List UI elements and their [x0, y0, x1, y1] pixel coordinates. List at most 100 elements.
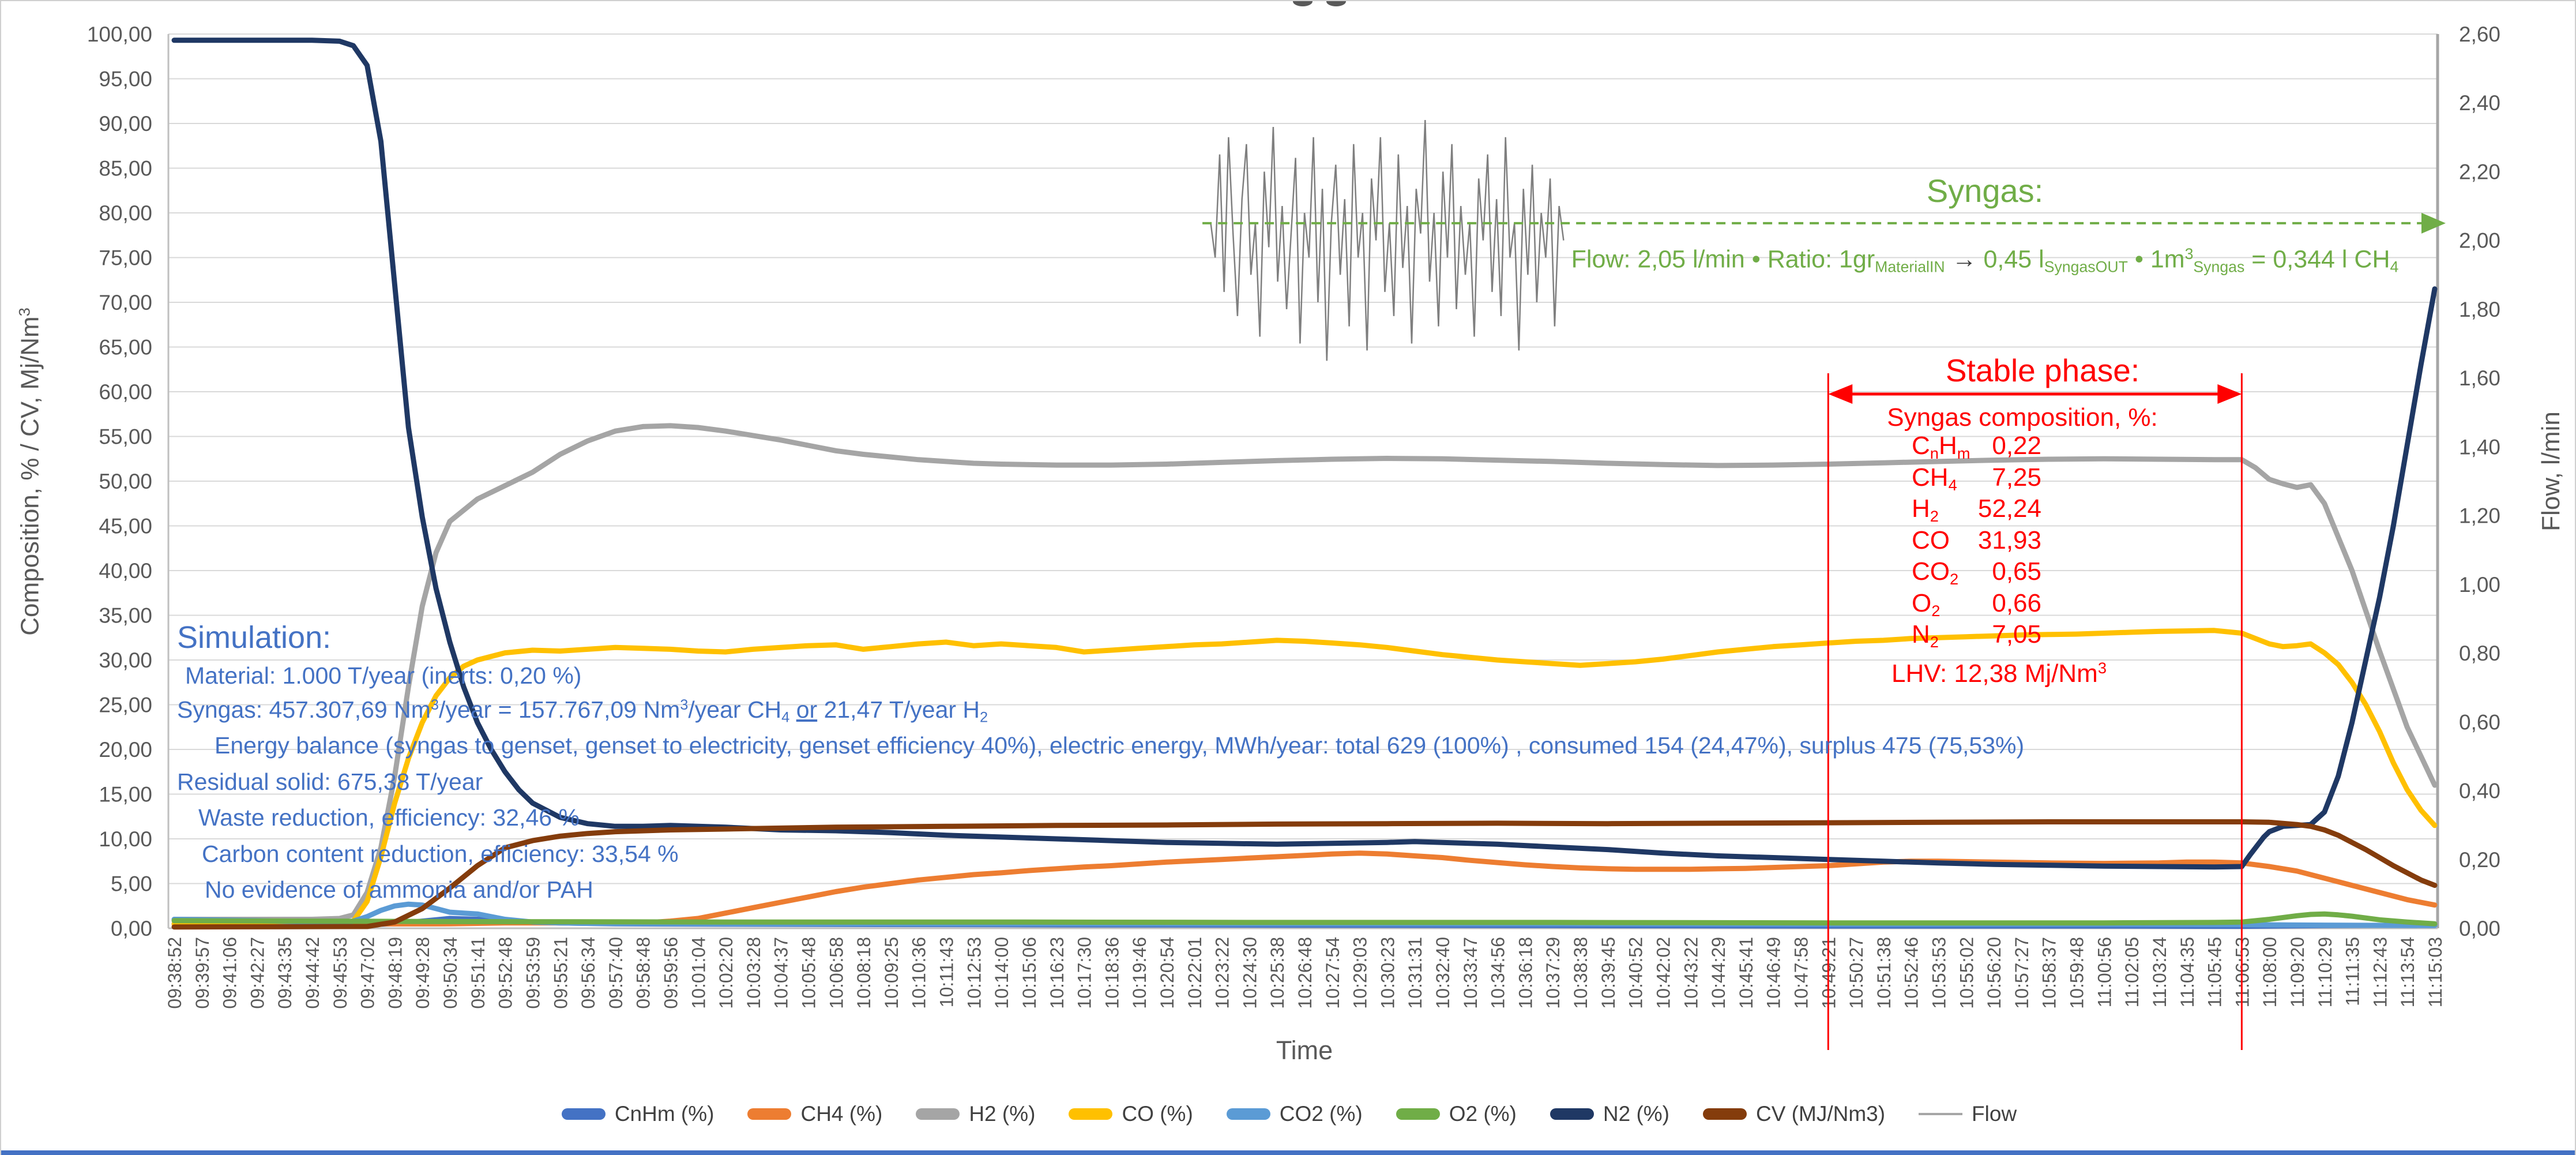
x-tick-label: 10:51:38: [1874, 937, 1894, 1009]
stable-phase-arrowhead-right: [2217, 384, 2242, 404]
x-tick-label: 10:12:53: [964, 937, 984, 1009]
x-tick-label: 10:27:54: [1322, 937, 1343, 1009]
composition-row-co: CO 31,93: [1912, 525, 2041, 557]
legend-item-ch4[interactable]: CH4 (%): [747, 1102, 882, 1126]
legend-label: N2 (%): [1603, 1102, 1669, 1126]
x-tick-label: 10:08:18: [853, 937, 874, 1009]
composition-label: O2: [1912, 588, 1941, 620]
x-tick-label: 11:00:56: [2094, 937, 2115, 1007]
x-tick-label: 11:02:05: [2122, 937, 2142, 1007]
x-tick-label: 09:39:57: [192, 937, 213, 1009]
legend-item-h2[interactable]: H2 (%): [916, 1102, 1035, 1126]
x-tick-label: 11:09:20: [2287, 937, 2308, 1007]
composition-row-co2: CO2 0,65: [1912, 556, 2041, 588]
y-left-tick-label: 5,00: [111, 872, 152, 896]
x-tick-label: 10:23:22: [1212, 937, 1233, 1009]
x-axis-title: Time: [1276, 1036, 1333, 1065]
x-tick-label: 10:30:23: [1377, 937, 1398, 1009]
legend-label: CnHm (%): [614, 1102, 714, 1126]
x-tick-label: 09:38:52: [164, 937, 185, 1009]
x-tick-label: 10:14:00: [991, 937, 1012, 1009]
legend-item-cnhm[interactable]: CnHm (%): [561, 1102, 714, 1126]
clipped-chart-title: [1326, 1, 1346, 6]
legend-label: Flow: [1972, 1102, 2017, 1126]
y-left-tick-label: 70,00: [99, 291, 152, 314]
simulation-carbon-line: Carbon content reduction, efficiency: 33…: [202, 841, 679, 867]
composition-value: 31,93: [1977, 526, 2041, 554]
legend-swatch: [1069, 1108, 1113, 1120]
x-tick-label: 10:02:20: [716, 937, 736, 1009]
x-tick-label: 10:52:46: [1901, 937, 1922, 1009]
legend-label: CH4 (%): [800, 1102, 883, 1126]
legend-item-o2[interactable]: O2 (%): [1396, 1102, 1517, 1126]
x-tick-label: 10:24:30: [1239, 937, 1260, 1009]
x-tick-label: 10:22:01: [1184, 937, 1205, 1009]
clipped-chart-title: [1293, 1, 1313, 6]
x-tick-label: 10:20:54: [1157, 937, 1178, 1009]
y-right-tick-label: 0,60: [2459, 710, 2500, 734]
x-tick-label: 10:34:56: [1488, 937, 1509, 1009]
y-right-tick-label: 1,80: [2459, 298, 2500, 321]
y-left-tick-label: 75,00: [99, 246, 152, 270]
composition-row-n2: N2 7,05: [1912, 619, 2041, 651]
x-tick-label: 10:42:02: [1653, 937, 1674, 1009]
legend-swatch: [747, 1108, 792, 1120]
syngas-flow-ratio-text: Flow: 2,05 l/min • Ratio: 1grMaterialIN …: [1571, 245, 2399, 276]
simulation-waste-line: Waste reduction, efficiency: 32,46 %: [198, 804, 580, 831]
x-tick-label: 10:15:06: [1019, 937, 1040, 1009]
legend-item-co[interactable]: CO (%): [1069, 1102, 1193, 1126]
legend-item-flow[interactable]: Flow: [1919, 1102, 2017, 1126]
x-tick-label: 10:26:48: [1295, 937, 1315, 1009]
legend-swatch: [561, 1108, 606, 1120]
syngas-composition-table: CnHm 0,22 CH4 7,25 H2 52,24 CO 31,93 CO2 0,65 O2 0,…: [1912, 430, 2041, 651]
x-tick-label: 11:11:35: [2342, 937, 2363, 1006]
composition-label: CO: [1912, 526, 1950, 554]
legend-item-co2[interactable]: CO2 (%): [1226, 1102, 1363, 1126]
legend-swatch: [1226, 1108, 1270, 1120]
y-left-tick-label: 55,00: [99, 425, 152, 449]
y-right-tick-label: 0,00: [2459, 917, 2500, 940]
legend-label: H2 (%): [969, 1102, 1036, 1126]
x-tick-label: 10:11:43: [937, 937, 957, 1007]
composition-label: CH4: [1912, 463, 1957, 494]
legend-item-n2[interactable]: N2 (%): [1550, 1102, 1669, 1126]
x-tick-label: 10:19:46: [1129, 937, 1150, 1009]
y-right-tick-label: 0,40: [2459, 779, 2500, 803]
composition-label: N2: [1912, 620, 1939, 651]
composition-label: CnHm: [1912, 432, 1970, 463]
x-tick-label: 10:33:47: [1460, 937, 1481, 1009]
chart-legend: CnHm (%) CH4 (%) H2 (%) CO (%) CO2 (%) O2 (%)…: [1, 1102, 2575, 1126]
composition-row-h2: H2 52,24: [1912, 493, 2041, 525]
x-tick-label: 10:29:03: [1350, 937, 1371, 1009]
legend-swatch: [1703, 1108, 1747, 1120]
syngas-annotation: Syngas: Flow: 2,05 l/min • Ratio: 1grMat…: [1501, 172, 2469, 276]
legend-swatch: [916, 1108, 960, 1120]
y-left-tick-label: 65,00: [99, 336, 152, 359]
y-right-tick-label: 1,20: [2459, 504, 2500, 528]
y-left-tick-label: 0,00: [111, 917, 152, 940]
x-tick-label: 11:03:24: [2149, 937, 2170, 1007]
x-tick-label: 11:04:35: [2177, 937, 2198, 1007]
simulation-energy-line: Energy balance (syngas to genset, genset…: [215, 732, 2025, 759]
y-right-tick-label: 0,80: [2459, 642, 2500, 665]
y-left-tick-label: 50,00: [99, 470, 152, 493]
x-tick-label: 11:15:03: [2425, 937, 2446, 1007]
x-tick-label: 10:38:38: [1570, 937, 1591, 1009]
y-left-tick-label: 15,00: [99, 783, 152, 807]
y-left-tick-label: 85,00: [99, 157, 152, 181]
y-left-tick-label: 25,00: [99, 693, 152, 717]
x-tick-label: 09:45:53: [330, 937, 351, 1009]
y-axis-left-title: Composition, % / CV, Mj/Nm3: [15, 308, 44, 636]
series-co: [171, 628, 2438, 927]
x-tick-label: 10:31:31: [1405, 937, 1426, 1009]
y-axis-right-title: Flow, l/min: [2537, 411, 2565, 531]
legend-item-cv-mj-nm3[interactable]: CV (MJ/Nm3): [1703, 1102, 1885, 1126]
x-tick-label: 09:53:59: [522, 937, 543, 1009]
x-tick-label: 09:56:34: [578, 937, 599, 1009]
legend-swatch: [1550, 1108, 1594, 1120]
x-tick-label: 10:44:29: [1708, 937, 1729, 1009]
composition-value: 0,22: [1992, 432, 2041, 460]
x-tick-label: 09:44:42: [302, 937, 323, 1009]
